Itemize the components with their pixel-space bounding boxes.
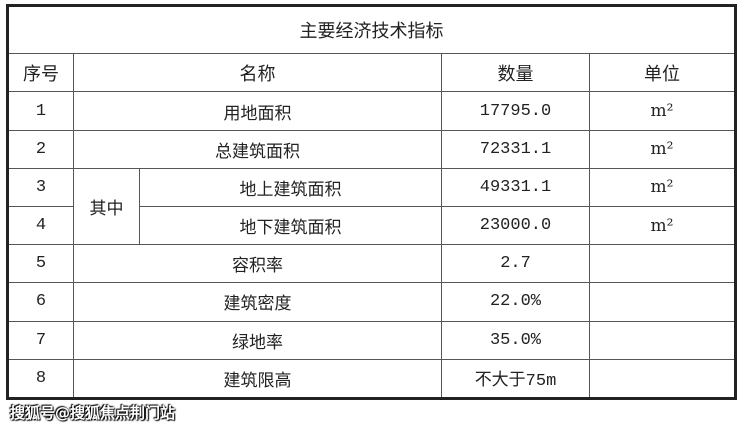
row-qty: 49331.1 (441, 167, 590, 207)
row-seq: 6 (7, 282, 74, 322)
row-qty: 2.7 (441, 244, 590, 284)
row-name: 地下建筑面积 (139, 205, 442, 246)
header-name: 名称 (73, 53, 442, 93)
row-unit: m² (588, 129, 737, 169)
header-unit: 单位 (588, 53, 737, 93)
table-row: 4 地下建筑面积 23000.0 m² (7, 205, 737, 246)
row-unit (588, 358, 737, 400)
row-name: 建筑限高 (73, 358, 442, 400)
watermark: 搜狐号@搜狐焦点荆门站 (10, 404, 176, 422)
table-row: 2 总建筑面积 72331.1 m² (7, 129, 737, 169)
row-seq: 7 (7, 320, 74, 360)
row-qty: 23000.0 (441, 205, 590, 246)
row-name: 建筑密度 (73, 282, 442, 322)
header-seq: 序号 (7, 53, 74, 93)
table-row: 1 用地面积 17795.0 m² (7, 91, 737, 131)
row-seq: 4 (7, 205, 74, 246)
row-seq: 5 (7, 244, 74, 284)
row-name: 容积率 (73, 244, 442, 284)
table-row: 7 绿地率 35.0% (7, 320, 737, 360)
row-qty: 72331.1 (441, 129, 590, 169)
row-seq: 1 (7, 91, 74, 131)
row-name: 总建筑面积 (73, 129, 442, 169)
row-name: 绿地率 (73, 320, 442, 360)
row-seq: 2 (7, 129, 74, 169)
row-name: 用地面积 (73, 91, 442, 131)
header-row: 序号 名称 数量 单位 (7, 53, 737, 93)
row-qty: 35.0% (441, 320, 590, 360)
row-qty: 不大于75m (441, 358, 590, 400)
row-qty: 17795.0 (441, 91, 590, 131)
row-seq: 8 (7, 358, 74, 400)
row-name: 地上建筑面积 (139, 167, 442, 207)
header-qty: 数量 (441, 53, 590, 93)
group-label: 其中 (73, 167, 140, 246)
table-row: 8 建筑限高 不大于75m (7, 358, 737, 400)
row-unit: m² (588, 205, 737, 246)
economic-indicators-table: 主要经济技术指标 序号 名称 数量 单位 1 用地面积 17795.0 m² 2… (6, 4, 738, 400)
row-unit: m² (588, 91, 737, 131)
table-row: 5 容积率 2.7 (7, 244, 737, 284)
table-title: 主要经济技术指标 (6, 4, 737, 55)
row-unit (588, 282, 737, 322)
table-row: 6 建筑密度 22.0% (7, 282, 737, 322)
row-unit: m² (588, 167, 737, 207)
row-seq: 3 (7, 167, 74, 207)
row-unit (588, 244, 737, 284)
table-row: 3 其中 地上建筑面积 49331.1 m² (7, 167, 737, 246)
row-unit (588, 320, 737, 360)
row-qty: 22.0% (441, 282, 590, 322)
